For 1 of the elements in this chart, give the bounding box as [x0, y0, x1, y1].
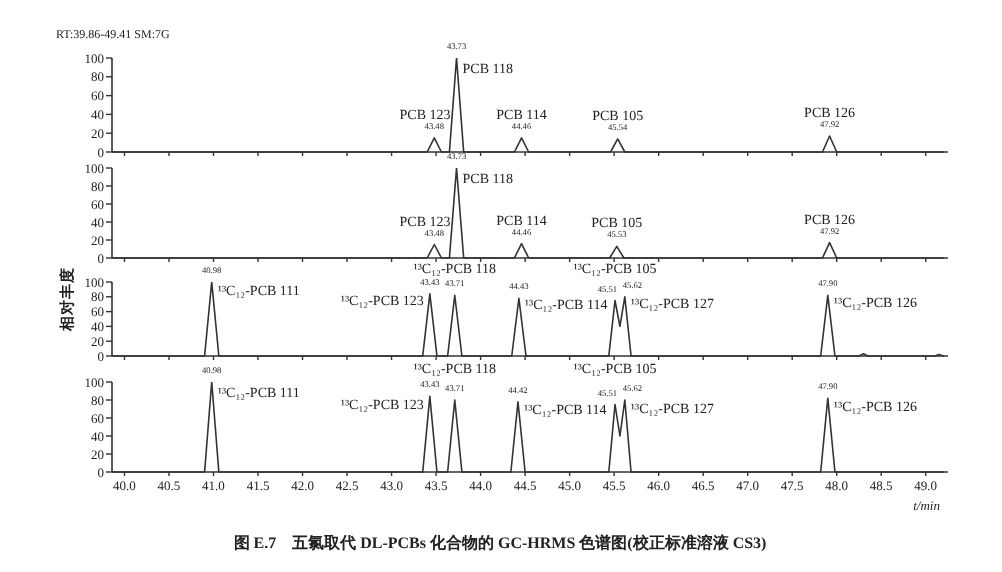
text: 图 E.7 五氯取代 DL-PCBs 化合物的 GC-HRMS 色谱图(校正标准溶液 CS3) — [233, 532, 768, 552]
